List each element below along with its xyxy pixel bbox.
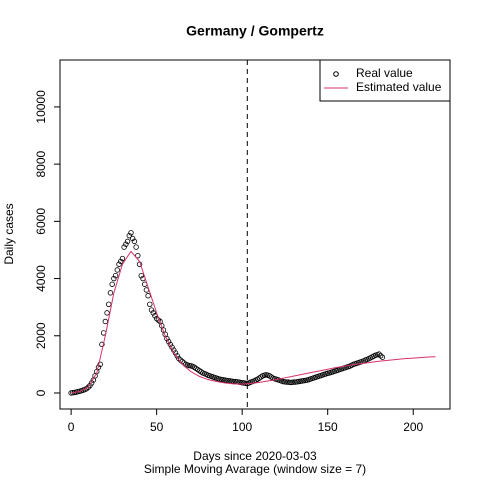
y-axis-label: Daily cases [2, 203, 16, 264]
data-point [85, 384, 91, 390]
data-point [112, 272, 119, 279]
fitted-line [71, 250, 436, 394]
y-tick-label: 10000 [34, 90, 48, 124]
data-point [114, 267, 121, 273]
data-point [133, 244, 139, 250]
data-point [378, 353, 384, 359]
legend-box [319, 59, 451, 102]
data-point [135, 252, 141, 259]
data-point [148, 307, 155, 313]
data-point [109, 281, 115, 287]
plot-frame [59, 59, 451, 410]
x-axis-label: Days since 2020-03-03 [193, 449, 317, 463]
data-point [99, 341, 105, 348]
data-point [116, 261, 122, 267]
data-point [124, 238, 131, 245]
data-point [121, 244, 127, 250]
data-point [97, 361, 103, 368]
data-point [83, 385, 90, 392]
data-point [106, 301, 112, 307]
x-tick-label: 0 [68, 420, 75, 434]
y-tick-label: 0 [34, 389, 48, 396]
chart-title: Germany / Gompertz [186, 23, 324, 39]
data-point [376, 351, 382, 357]
subtitle: Simple Moving Avarage (window size = 7) [144, 462, 366, 476]
data-point [145, 293, 151, 299]
y-tick-label: 6000 [34, 208, 48, 235]
data-point [128, 230, 134, 236]
data-point [102, 318, 109, 325]
data-point [287, 379, 293, 386]
data-point [118, 258, 124, 265]
data-point [379, 354, 386, 360]
data-point [104, 310, 110, 316]
y-tick-label: 2000 [34, 322, 48, 349]
legend-label: Real value [356, 66, 413, 80]
data-point [107, 290, 114, 296]
data-point [165, 338, 172, 345]
data-point [119, 255, 126, 262]
data-point [131, 238, 138, 245]
data-point [129, 235, 136, 242]
x-tick-label: 200 [403, 420, 423, 434]
data-point [147, 301, 153, 307]
data-point [283, 379, 290, 385]
data-point [290, 379, 297, 385]
data-point [164, 335, 170, 342]
x-tick-label: 50 [150, 420, 164, 434]
legend-symbol [333, 71, 339, 77]
data-point [111, 275, 117, 282]
y-tick-label: 4000 [34, 265, 48, 292]
data-point [123, 241, 129, 247]
data-point [126, 232, 132, 239]
legend-label: Estimated value [356, 80, 442, 94]
data-point [150, 310, 156, 316]
data-point [138, 272, 144, 279]
data-point [176, 355, 182, 362]
y-tick-label: 8000 [34, 150, 48, 177]
x-tick-label: 150 [318, 420, 338, 434]
x-tick-label: 100 [232, 420, 252, 434]
